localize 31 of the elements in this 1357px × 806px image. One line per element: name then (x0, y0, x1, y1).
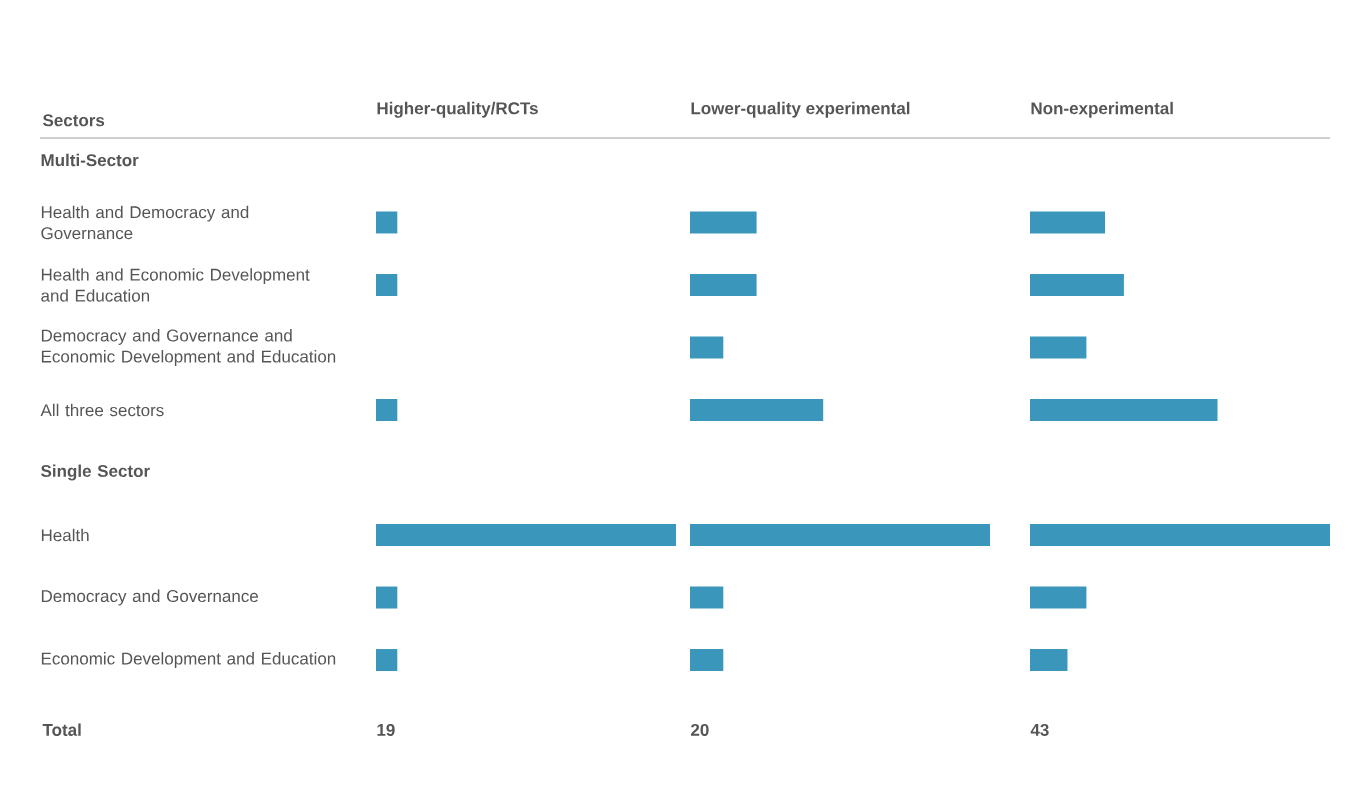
y-tick-label: Single Sector (41, 464, 150, 481)
chart-title: Higher-quality/RCTs (377, 101, 538, 118)
y-tick-label: Health and Democracy and Governance (41, 205, 249, 240)
y-tick-label: Democracy and Governance (41, 589, 258, 606)
y-tick-label: Health (41, 528, 89, 542)
chart-title: Lower-quality experimental (691, 101, 910, 118)
bar (1030, 649, 1068, 672)
y-tick-label: Multi-Sector (41, 153, 139, 167)
bar (690, 211, 757, 234)
chart-title: Non-experimental (1031, 101, 1173, 118)
y-tick-label: Democracy and Governance and Economic Development and Education (41, 329, 336, 366)
bar (690, 586, 724, 609)
y-tick-label: All three sectors (40, 403, 164, 417)
text: 20 (691, 723, 709, 736)
text: 19 (377, 723, 395, 736)
bar (690, 273, 757, 296)
y-tick-label: Health and Economic Development and Education (41, 268, 310, 302)
bar (690, 399, 824, 422)
bar (1030, 211, 1106, 234)
bar (1030, 524, 1331, 547)
y-tick-label: Economic Development and Education (41, 652, 336, 668)
text: Total (42, 723, 81, 736)
y-axis-title: Sectors (43, 114, 105, 127)
bar (1030, 336, 1087, 359)
bar (1030, 399, 1218, 421)
bar (1030, 273, 1124, 296)
bar (1030, 586, 1087, 609)
text: 43 (1030, 723, 1049, 736)
bar (690, 524, 990, 547)
bar (690, 336, 724, 359)
bar (690, 649, 724, 672)
